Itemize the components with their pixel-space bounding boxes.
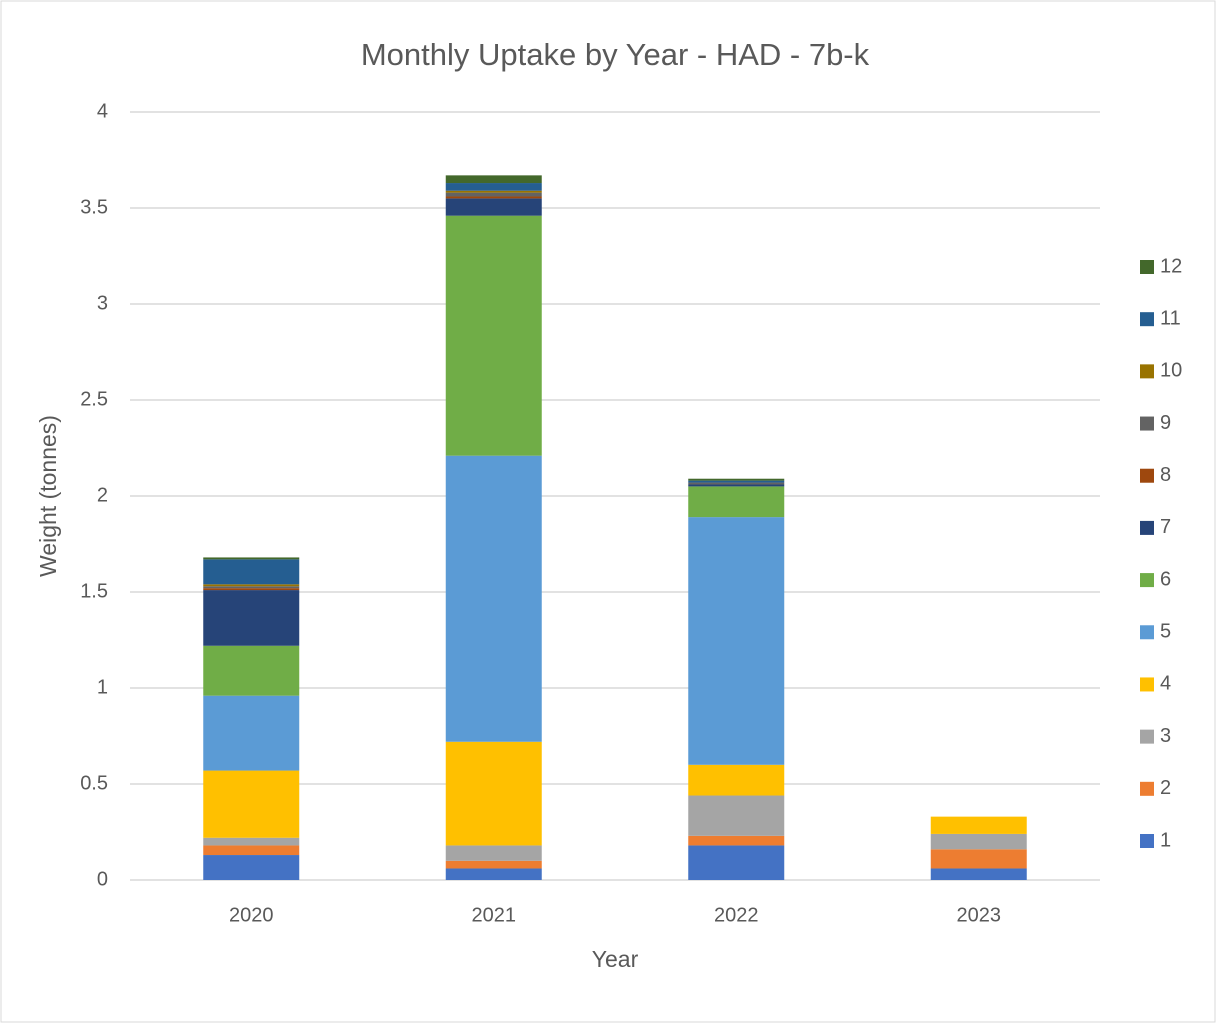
bar-segment xyxy=(688,795,785,836)
y-axis-label: Weight (tonnes) xyxy=(35,415,61,577)
y-tick-label: 3 xyxy=(97,292,108,314)
bar-segment xyxy=(688,478,785,481)
legend-label: 3 xyxy=(1160,725,1171,747)
y-tick-label: 2 xyxy=(97,484,108,506)
legend-label: 4 xyxy=(1160,673,1171,695)
legend-label: 9 xyxy=(1160,412,1171,434)
bar-segment xyxy=(203,588,300,591)
legend-swatch xyxy=(1140,416,1154,431)
legend-swatch xyxy=(1140,520,1154,535)
bar-segment xyxy=(445,192,542,197)
bar-segment xyxy=(688,486,785,518)
y-tick-label: 4 xyxy=(97,100,108,122)
y-tick-label: 2.5 xyxy=(80,388,108,410)
bar-segment xyxy=(445,215,542,456)
bar-segment xyxy=(688,480,785,483)
bar-segment xyxy=(203,559,300,585)
legend-label: 12 xyxy=(1160,255,1182,277)
legend-label: 10 xyxy=(1160,360,1182,382)
legend-label: 1 xyxy=(1160,829,1171,851)
bar-segment xyxy=(930,816,1027,834)
bar-segment xyxy=(203,590,300,646)
legend-swatch xyxy=(1140,573,1154,588)
legend-swatch xyxy=(1140,781,1154,796)
x-tick-label: 2023 xyxy=(957,904,1002,926)
legend-label: 7 xyxy=(1160,516,1171,538)
y-tick-label: 0 xyxy=(97,868,108,890)
y-tick-label: 3.5 xyxy=(80,196,108,218)
legend-label: 5 xyxy=(1160,621,1171,643)
bar-segment xyxy=(688,845,785,880)
bar-segment xyxy=(930,849,1027,869)
x-tick-label: 2022 xyxy=(714,904,759,926)
legend-swatch xyxy=(1140,260,1154,274)
legend-swatch xyxy=(1140,364,1154,379)
bar-segment xyxy=(688,482,785,485)
bar-segment xyxy=(688,835,785,846)
legend-label: 2 xyxy=(1160,777,1171,799)
bar-segment xyxy=(445,198,542,216)
x-tick-label: 2021 xyxy=(472,904,517,926)
bar-segment xyxy=(203,586,300,589)
y-tick-label: 0.5 xyxy=(80,772,108,794)
bar-segment xyxy=(203,645,300,696)
bar-segment xyxy=(930,833,1027,850)
legend-swatch xyxy=(1140,834,1154,848)
bar-segment xyxy=(445,868,542,880)
bar-segment xyxy=(203,855,300,880)
bar-segment xyxy=(445,845,542,861)
x-axis-label: Year xyxy=(592,946,639,972)
bar-segment xyxy=(688,484,785,487)
bar-segment xyxy=(445,190,542,193)
bar-segment xyxy=(445,183,542,191)
bar-segment xyxy=(203,770,300,838)
bar-segment xyxy=(203,845,300,856)
legend-swatch xyxy=(1140,729,1154,744)
legend-swatch xyxy=(1140,625,1154,640)
bar-segment xyxy=(203,584,300,587)
legend-swatch xyxy=(1140,677,1154,692)
bar-segment xyxy=(688,517,785,765)
y-tick-label: 1.5 xyxy=(80,580,108,602)
bar-segment xyxy=(445,860,542,869)
bar-segment xyxy=(203,557,300,560)
bar-segment xyxy=(688,764,785,796)
legend-swatch xyxy=(1140,468,1154,483)
bar-segment xyxy=(445,196,542,199)
bar-segment xyxy=(445,741,542,846)
legend-label: 11 xyxy=(1160,307,1181,329)
bar-segment xyxy=(930,868,1027,880)
y-tick-label: 1 xyxy=(97,676,108,698)
bar-segment xyxy=(445,455,542,742)
chart-title: Monthly Uptake by Year - HAD - 7b-k xyxy=(361,37,870,72)
bar-segment xyxy=(203,837,300,846)
x-tick-label: 2020 xyxy=(229,904,274,926)
legend-label: 8 xyxy=(1160,464,1171,486)
bar-segment xyxy=(445,175,542,184)
legend-label: 6 xyxy=(1160,568,1171,590)
bar-segment xyxy=(203,695,300,771)
legend-swatch xyxy=(1140,312,1154,327)
